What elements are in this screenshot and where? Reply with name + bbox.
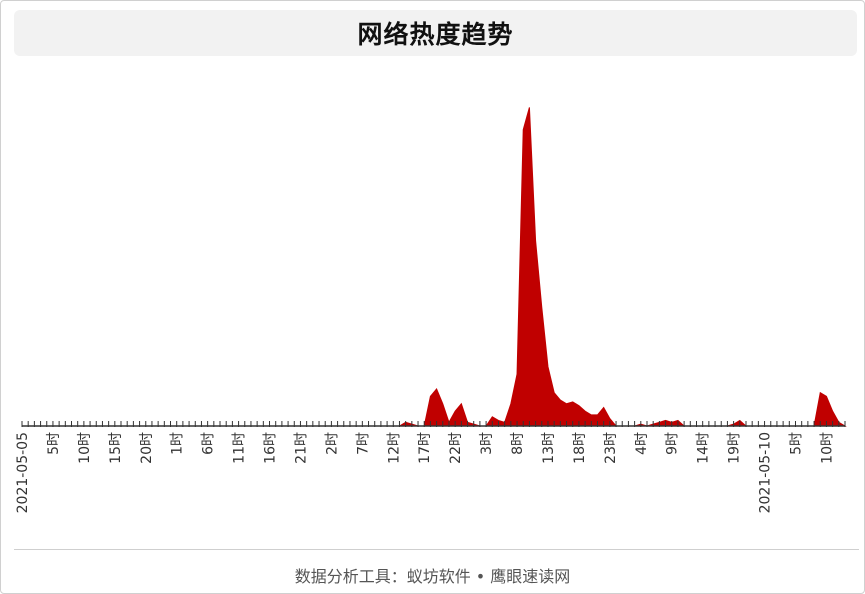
x-tick-label: 21时 xyxy=(293,432,309,464)
x-tick-label: 11时 xyxy=(232,432,248,464)
x-tick-label: 6时 xyxy=(201,432,217,455)
x-tick-label: 13时 xyxy=(541,432,557,464)
footer-credit: 数据分析工具：蚁坊软件 • 鹰眼速读网 xyxy=(294,567,571,586)
x-tick-label: 17时 xyxy=(417,432,433,464)
x-tick-label: 5时 xyxy=(46,432,62,455)
x-tick-label: 19时 xyxy=(727,432,743,464)
x-tick-label: 14时 xyxy=(696,432,712,464)
x-axis-labels: 2021-05-05 5时 10时 15时 20时 1时 6时 11时 16时 21时 2时 7时 12… xyxy=(15,432,835,513)
x-tick-label: 3时 xyxy=(479,432,495,455)
x-tick-label: 7时 xyxy=(355,432,371,455)
heat-area xyxy=(22,107,847,427)
x-tick-label: 8时 xyxy=(510,432,526,455)
trend-chart: 2021-05-05 5时 10时 15时 20时 1时 6时 11时 16时 21时 2时 7时 12… xyxy=(15,107,847,513)
x-tick-label: 15时 xyxy=(108,432,124,464)
x-tick-label: 12时 xyxy=(386,432,402,464)
x-tick-label: 10时 xyxy=(77,432,93,464)
chart-title: 网络热度趋势 xyxy=(357,20,514,49)
x-tick-label: 2021-05-05 xyxy=(15,432,31,513)
title-bar: 网络热度趋势 xyxy=(14,10,857,56)
x-tick-label: 23时 xyxy=(603,432,619,464)
x-tick-label: 4时 xyxy=(634,432,650,455)
x-tick-label: 18时 xyxy=(572,432,588,464)
x-tick-label: 20时 xyxy=(139,432,155,464)
x-tick-label: 22时 xyxy=(448,432,464,464)
x-tick-label: 16时 xyxy=(263,432,279,464)
x-tick-label: 5时 xyxy=(788,432,804,455)
x-tick-label: 9时 xyxy=(665,432,681,455)
x-tick-label: 2时 xyxy=(324,432,340,455)
footer-divider xyxy=(14,549,859,550)
x-tick-label: 10时 xyxy=(819,432,835,464)
x-tick-label: 2021-05-10 xyxy=(758,432,774,513)
x-tick-label: 1时 xyxy=(170,432,186,455)
